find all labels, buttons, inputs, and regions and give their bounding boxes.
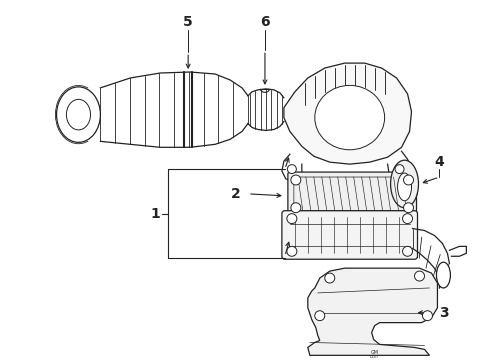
Polygon shape (284, 63, 412, 164)
Ellipse shape (395, 165, 404, 174)
Text: GM: GM (370, 350, 379, 355)
Text: 2: 2 (231, 187, 241, 201)
Text: 6: 6 (260, 15, 270, 30)
Text: 3: 3 (440, 306, 449, 320)
Ellipse shape (67, 99, 91, 130)
Ellipse shape (397, 173, 412, 201)
Text: 5: 5 (183, 15, 193, 30)
FancyBboxPatch shape (282, 211, 417, 259)
Circle shape (315, 311, 325, 321)
Circle shape (403, 214, 413, 224)
Ellipse shape (315, 85, 385, 150)
Ellipse shape (437, 262, 450, 288)
Circle shape (291, 203, 301, 213)
Ellipse shape (391, 160, 418, 208)
Circle shape (422, 311, 433, 321)
Circle shape (415, 271, 424, 281)
Circle shape (325, 273, 335, 283)
Polygon shape (308, 268, 438, 355)
Circle shape (404, 203, 414, 213)
Ellipse shape (287, 165, 296, 174)
FancyBboxPatch shape (288, 172, 416, 216)
Text: 1: 1 (150, 207, 160, 221)
Circle shape (287, 246, 297, 256)
Circle shape (403, 246, 413, 256)
Text: DIST: DIST (370, 355, 379, 359)
Circle shape (404, 175, 414, 185)
Ellipse shape (56, 87, 100, 142)
Circle shape (291, 175, 301, 185)
Circle shape (287, 214, 297, 224)
Text: 4: 4 (435, 155, 444, 169)
